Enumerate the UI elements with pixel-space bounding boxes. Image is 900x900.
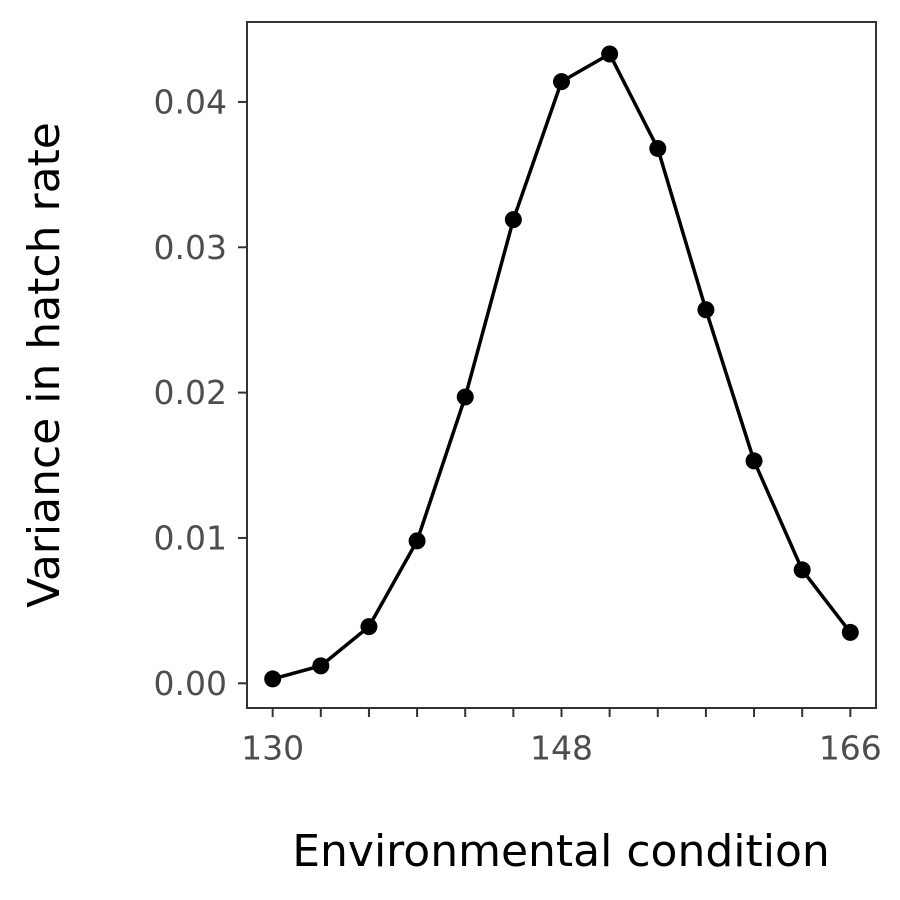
y-tick-label: 0.04 (154, 82, 227, 121)
data-point (601, 45, 619, 63)
data-point (360, 618, 378, 636)
data-point (312, 657, 330, 675)
y-tick-label: 0.02 (154, 373, 227, 412)
x-axis-title: Environmental condition (292, 826, 830, 877)
x-axis: 130 148 166 (241, 708, 882, 768)
y-tick-label: 0.01 (154, 518, 227, 557)
x-tick-label: 130 (241, 729, 304, 768)
data-point (745, 452, 763, 470)
plot-frame (246, 21, 877, 709)
data-point (697, 301, 715, 319)
y-axis: 0.00 0.01 0.02 0.03 0.04 (154, 82, 247, 703)
data-point (553, 73, 570, 91)
data-point (264, 670, 282, 688)
data-points (264, 45, 859, 688)
x-tick-label: 148 (530, 729, 593, 768)
plot-panel (247, 22, 876, 708)
data-point (408, 532, 426, 550)
data-point (649, 139, 667, 157)
data-point (793, 561, 811, 579)
y-tick-label: 0.03 (154, 228, 227, 267)
x-tick-label: 166 (819, 729, 882, 768)
data-point (504, 211, 522, 229)
data-point (456, 388, 474, 406)
y-axis-title: Variance in hatch rate (19, 122, 70, 608)
data-point (841, 623, 859, 641)
y-tick-label: 0.00 (154, 664, 227, 703)
